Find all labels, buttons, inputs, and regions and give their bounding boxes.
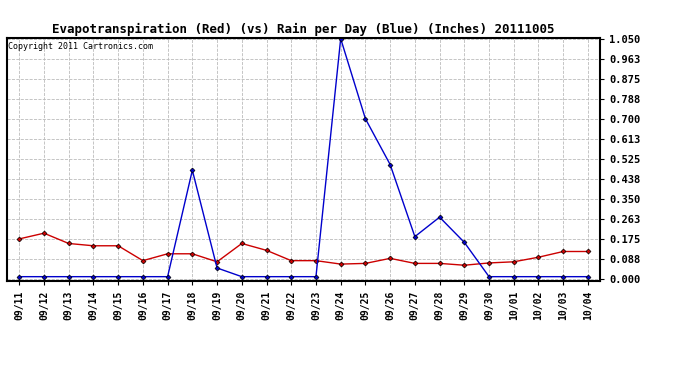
Text: Copyright 2011 Cartronics.com: Copyright 2011 Cartronics.com xyxy=(8,42,153,51)
Title: Evapotranspiration (Red) (vs) Rain per Day (Blue) (Inches) 20111005: Evapotranspiration (Red) (vs) Rain per D… xyxy=(52,23,555,36)
